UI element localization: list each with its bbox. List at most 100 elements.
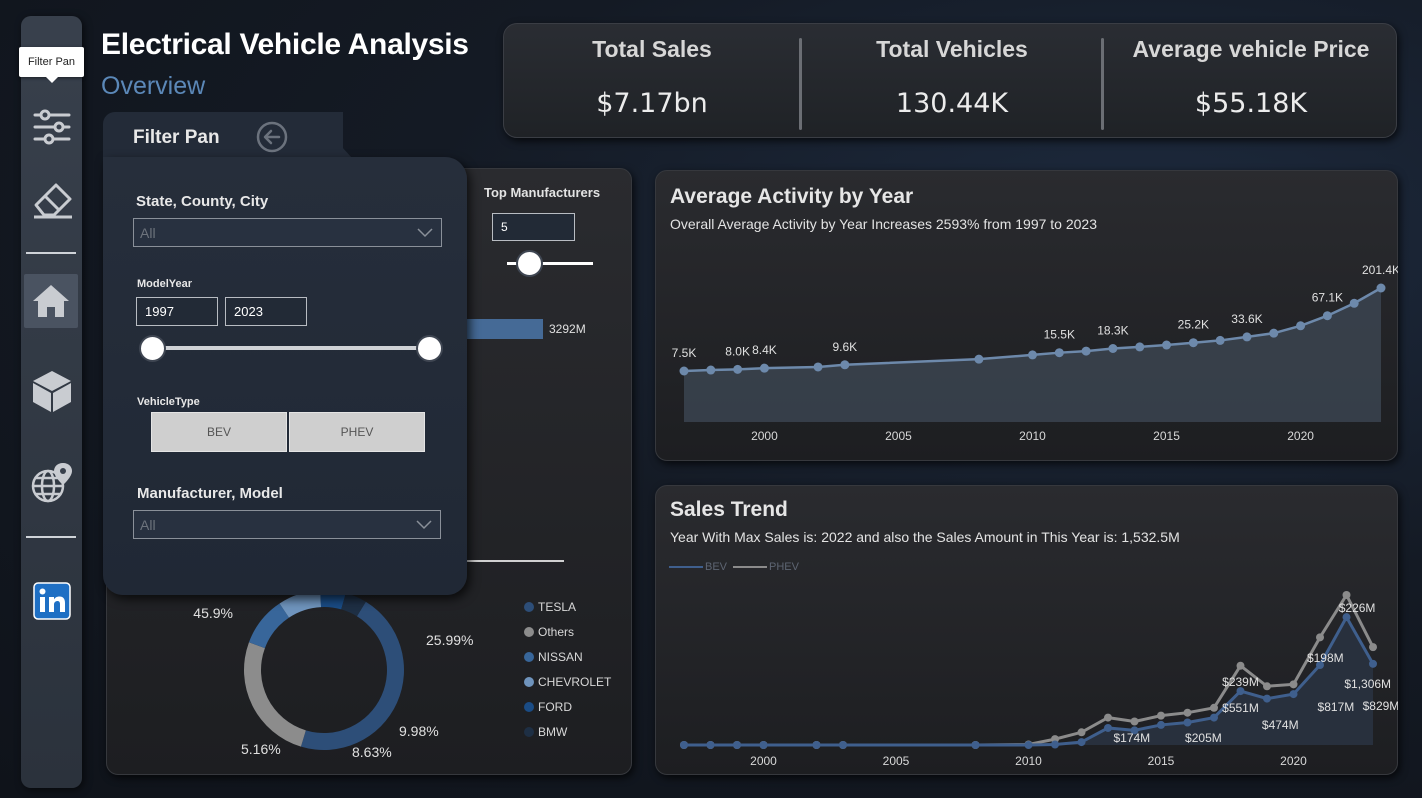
sales-point-bev[interactable] [1342,613,1351,622]
sales-point-phev[interactable] [1236,661,1245,670]
manufacturer-bar-label: 3292M [549,322,586,336]
legend-item[interactable]: CHEVROLET [524,669,611,694]
activity-point[interactable] [1376,283,1386,293]
activity-point[interactable] [974,354,984,364]
vehicle-type-bev-button[interactable]: BEV [151,412,287,452]
activity-point[interactable] [1081,346,1091,356]
manufacturer-bar[interactable] [466,319,543,339]
legend-dot [524,626,534,637]
sales-point-bev[interactable] [1263,694,1271,703]
eraser-icon[interactable] [21,172,82,226]
sales-point-bev[interactable] [971,741,980,749]
activity-point[interactable] [1322,311,1332,321]
sales-point-phev[interactable] [1342,591,1351,599]
sales-point-bev[interactable] [706,741,715,749]
activity-point[interactable] [1296,321,1306,331]
year-to-input[interactable]: 2023 [225,297,307,326]
sales-point-bev[interactable] [680,741,688,749]
sales-point-bev[interactable] [1183,718,1192,727]
sales-point-bev[interactable] [1130,726,1139,735]
sales-data-label: $817M [1318,700,1355,714]
back-arrow-icon[interactable] [256,121,288,153]
activity-point[interactable] [1215,335,1225,345]
activity-chart-subtitle: Overall Average Activity by Year Increas… [670,216,1097,232]
sales-point-phev[interactable] [1263,682,1271,691]
activity-point[interactable] [1135,342,1145,352]
sales-point-phev[interactable] [1104,713,1112,722]
activity-point[interactable] [1054,348,1064,358]
sales-point-bev[interactable] [1104,723,1112,732]
filter-sliders-icon[interactable] [21,100,82,154]
home-icon[interactable] [24,274,78,328]
activity-point[interactable] [733,364,743,374]
year-from-input[interactable]: 1997 [136,297,218,326]
activity-point[interactable] [1108,343,1118,353]
legend-item[interactable]: TESLA [524,594,611,619]
sales-point-phev[interactable] [1183,708,1192,717]
sales-data-label: $174M [1113,731,1150,745]
sales-point-bev[interactable] [759,741,768,749]
sales-point-bev[interactable] [839,741,847,749]
sales-point-phev[interactable] [1130,717,1139,726]
sales-point-phev[interactable] [1316,633,1324,642]
legend-line-phev [733,566,768,568]
cube-icon[interactable] [21,364,82,418]
donut-slice-nissan[interactable] [248,603,289,649]
sales-data-label: $198M [1307,651,1344,665]
donut-slice-bmw[interactable] [341,593,366,617]
top-manufacturers-input[interactable]: 5 [492,213,575,241]
sales-point-bev[interactable] [812,741,821,749]
activity-point[interactable] [1028,350,1037,360]
legend-item[interactable]: FORD [524,694,611,719]
vehicle-type-phev-button[interactable]: PHEV [289,412,425,452]
sales-point-bev[interactable] [1210,713,1218,722]
sales-point-phev[interactable] [1369,643,1377,652]
legend-item[interactable]: NISSAN [524,644,611,669]
sales-point-bev[interactable] [1369,659,1377,668]
sales-point-phev[interactable] [1157,711,1165,720]
sales-point-phev[interactable] [1210,703,1218,712]
activity-x-tick: 2000 [751,429,778,443]
donut-slice-others[interactable] [244,642,306,747]
legend-dot [524,701,534,712]
sales-point-bev[interactable] [1289,690,1298,699]
activity-point[interactable] [813,362,823,372]
legend-item[interactable]: BMW [524,719,611,744]
sales-point-phev[interactable] [1289,680,1298,689]
sales-point-bev[interactable] [1236,687,1245,696]
sales-data-label: $226M [1339,601,1376,615]
manufacturer-dropdown[interactable]: All [133,510,441,539]
linkedin-icon[interactable] [21,574,82,628]
top-manufacturers-slider-handle[interactable] [516,250,543,277]
activity-point[interactable] [1349,298,1359,308]
sales-point-bev[interactable] [1051,740,1059,749]
year-slider-handle-start[interactable] [139,335,166,362]
sales-data-label: $1,306M [1344,677,1391,691]
sales-point-bev[interactable] [1024,741,1033,749]
activity-data-label: 9.6K [833,340,858,354]
legend-item[interactable]: Others [524,619,611,644]
legend-dot [524,676,534,687]
activity-point[interactable] [1242,332,1252,342]
activity-point[interactable] [840,360,850,370]
filter-panel-title: Filter Pan [133,127,220,148]
activity-point[interactable] [1162,340,1172,350]
activity-point[interactable] [1269,328,1279,338]
globe-pin-icon[interactable] [21,456,82,510]
kpi-value: $55.18K [1194,88,1308,119]
donut-slice-chevrolet[interactable] [279,590,322,618]
sales-point-bev[interactable] [733,741,741,749]
activity-point[interactable] [706,365,716,375]
sales-area [684,617,1373,745]
sales-point-bev[interactable] [1316,661,1324,670]
activity-point[interactable] [759,363,769,373]
year-slider-handle-end[interactable] [416,335,443,362]
sales-point-bev[interactable] [1077,738,1086,747]
donut-slice-tesla[interactable] [300,601,404,750]
kpi-value: $7.17bn [596,88,708,119]
sales-point-phev[interactable] [1077,728,1086,737]
location-dropdown[interactable]: All [133,218,442,247]
activity-point[interactable] [679,366,689,376]
sales-point-bev[interactable] [1157,720,1165,729]
activity-point[interactable] [1188,338,1198,348]
